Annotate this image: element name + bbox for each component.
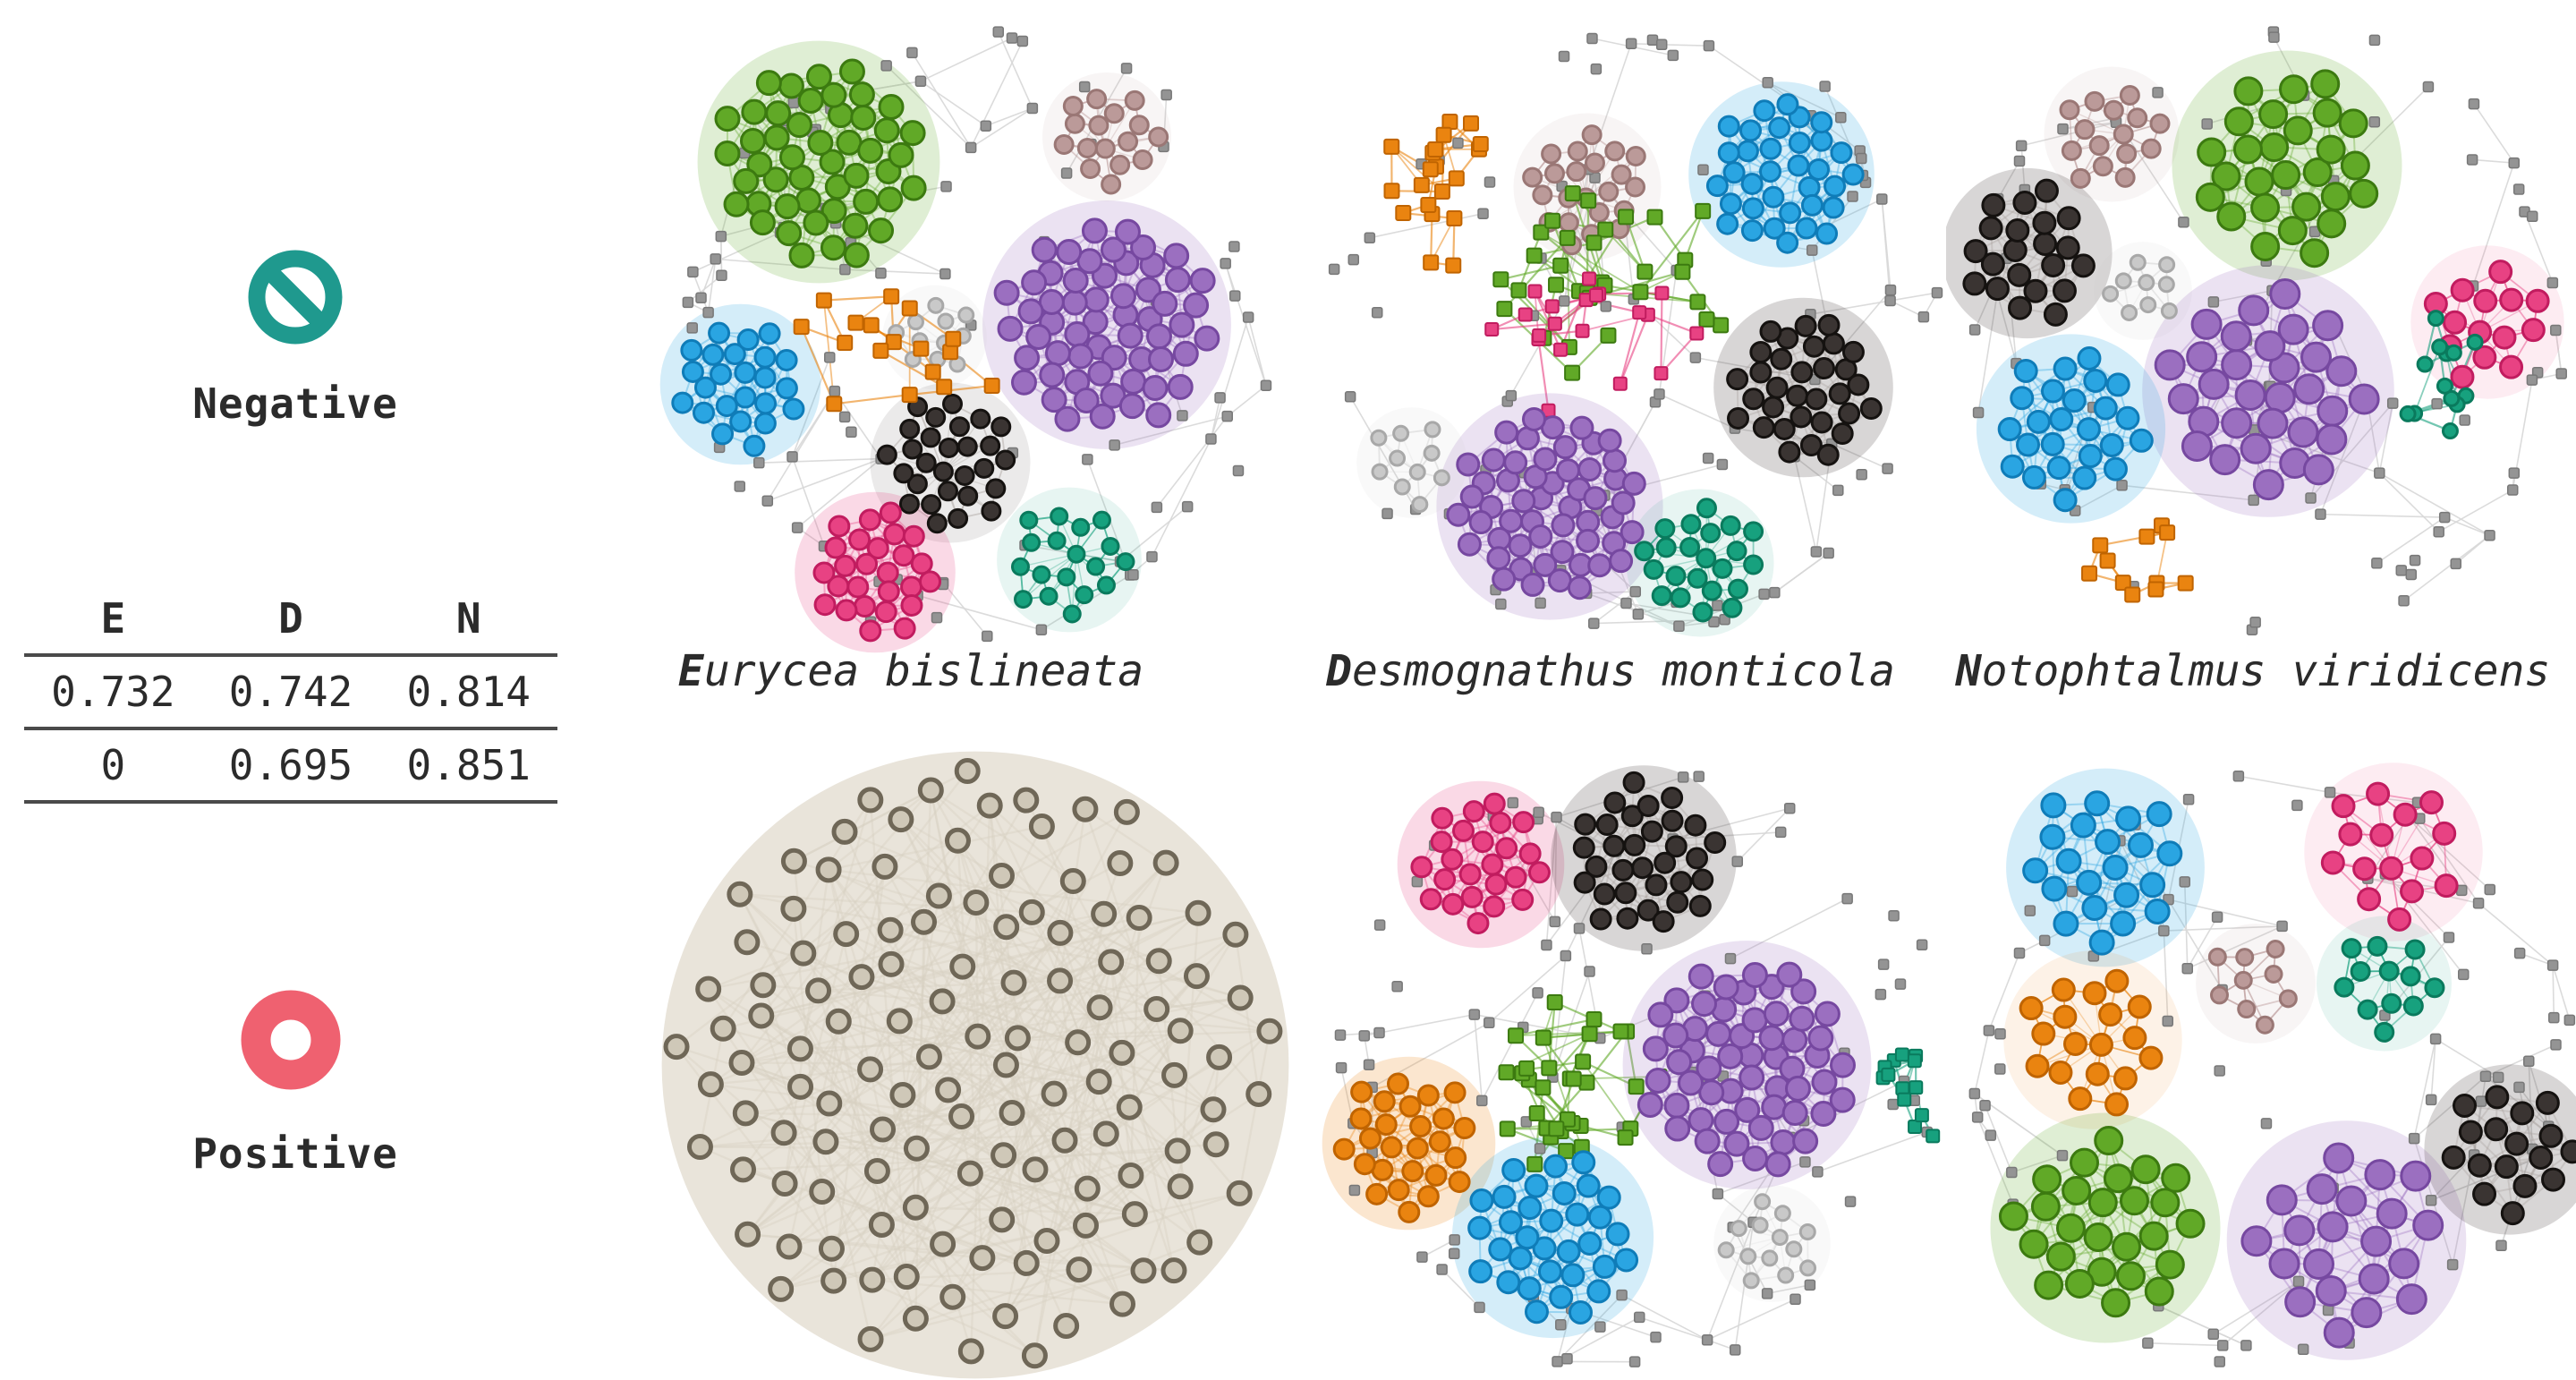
table-header-E: E [100, 594, 126, 643]
network-positive-notophtalmus [1968, 762, 2576, 1367]
table-cell: 0.742 [228, 668, 353, 716]
table-row-positive: 0 0.695 0.851 [24, 730, 557, 800]
species-rest: otophtalmus viridicens [1981, 646, 2551, 696]
species-label-eurycea: Eurycea bislineata [508, 646, 1314, 703]
table-rule-top [24, 653, 557, 657]
positive-label: Positive [192, 1129, 398, 1178]
network-negative-desmognathus [1328, 32, 1943, 637]
table-cell: 0.732 [51, 668, 175, 716]
table-rule-middle [24, 727, 557, 730]
species-rest: urycea bislineata [703, 646, 1144, 696]
species-label-desmognathus: Desmognathus monticola [1208, 646, 2013, 703]
table-cell: 0 [100, 741, 126, 789]
negative-label: Negative [192, 379, 398, 428]
network-negative-notophtalmus [1946, 26, 2567, 635]
positive-icon [241, 990, 341, 1090]
species-rest: esmognathus monticola [1352, 646, 1895, 696]
table-cell: 0.695 [228, 741, 353, 789]
network-positive-eurycea [661, 751, 1289, 1379]
modularity-table: E D N 0.732 0.742 0.814 0 0.695 0.851 [24, 584, 557, 804]
species-initial: E [677, 646, 704, 696]
species-initial: D [1326, 646, 1353, 696]
table-row-negative: 0.732 0.742 0.814 [24, 657, 557, 727]
positive-icon-ring [241, 990, 341, 1090]
network-positive-desmognathus [1322, 765, 1941, 1367]
table-cell: 0.851 [406, 741, 531, 789]
table-header-D: D [278, 594, 303, 643]
table-rule-bottom [24, 800, 557, 804]
negative-icon [248, 250, 343, 345]
table-header-row: E D N [24, 584, 557, 653]
negative-icon-slash [262, 264, 328, 330]
negative-icon-ring [248, 250, 343, 345]
table-cell: 0.814 [406, 668, 531, 716]
species-label-notophtalmus: Notophtalmus viridicens [1850, 646, 2576, 703]
species-initial: N [1955, 646, 1982, 696]
table-header-N: N [455, 594, 481, 643]
network-negative-eurycea [659, 26, 1272, 653]
